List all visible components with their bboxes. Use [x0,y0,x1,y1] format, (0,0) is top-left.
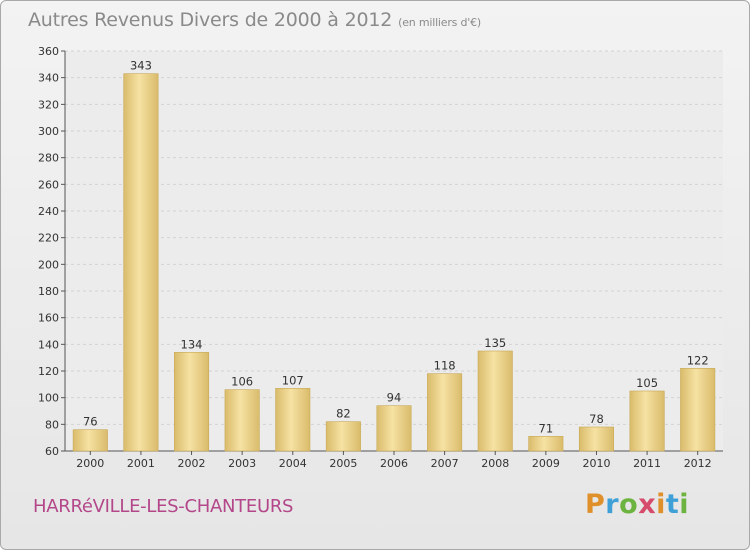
logo-letter: P [585,489,606,520]
x-tick-label: 2008 [481,457,509,470]
y-tick-label: 360 [38,45,59,58]
y-tick-label: 220 [38,232,59,245]
bar [477,350,513,452]
commune-name: HARRéVILLE-LES-CHANTEURS [33,496,294,517]
y-tick-label: 280 [38,152,59,165]
x-tick-label: 2010 [582,457,610,470]
data-label: 82 [336,407,351,421]
logo-letter: t [665,489,680,520]
data-label: 118 [434,359,456,373]
x-tick-label: 2011 [633,457,661,470]
data-label: 122 [687,353,709,367]
y-tick-label: 120 [38,365,59,378]
x-tick-label: 2000 [76,457,104,470]
bar [275,388,311,452]
bar [376,405,412,452]
proxiti-logo: Proxiti [585,489,689,520]
bar [325,421,361,452]
data-label: 106 [231,375,253,389]
data-label: 94 [387,391,402,405]
x-tick-label: 2003 [228,457,256,470]
bar [174,352,210,452]
bar [123,73,159,452]
data-label: 78 [589,412,604,426]
y-tick-label: 320 [38,98,59,111]
y-tick-label: 340 [38,72,59,85]
y-tick-label: 180 [38,285,59,298]
y-tick-label: 200 [38,258,59,271]
y-tick-label: 100 [38,392,59,405]
logo-letter: r [605,489,620,520]
y-tick-label: 260 [38,178,59,191]
bar [427,373,463,452]
y-tick-label: 300 [38,125,59,138]
data-label: 71 [539,421,554,435]
data-label: 134 [181,337,203,351]
data-label: 76 [83,415,98,429]
data-label: 105 [636,376,658,390]
x-tick-label: 2006 [380,457,408,470]
data-label: 135 [484,336,506,350]
y-tick-label: 60 [45,445,59,458]
data-label: 107 [282,373,304,387]
logo-letter: x [638,489,657,520]
chart-title-text: Autres Revenus Divers de 2000 à 2012 [28,9,393,31]
logo-letter: o [619,489,639,520]
x-tick-label: 2005 [329,457,357,470]
x-tick-label: 2004 [279,457,307,470]
bar [680,368,716,452]
data-label: 343 [130,59,152,73]
y-tick-label: 140 [38,338,59,351]
y-tick-label: 80 [45,418,59,431]
bar [224,389,260,452]
logo-letter: i [679,489,690,520]
bar [528,436,564,452]
bar [629,390,665,452]
chart-title: Autres Revenus Divers de 2000 à 2012 (en … [28,9,481,31]
y-tick-label: 160 [38,312,59,325]
x-tick-label: 2002 [178,457,206,470]
chart-unit-note: (en milliers d'€) [398,16,482,29]
logo-letter: i [656,489,666,520]
bar [578,426,614,452]
x-tick-label: 2012 [684,457,712,470]
bar [72,429,108,452]
x-tick-label: 2007 [431,457,459,470]
x-tick-label: 2001 [127,457,155,470]
y-tick-label: 240 [38,205,59,218]
x-tick-label: 2009 [532,457,560,470]
